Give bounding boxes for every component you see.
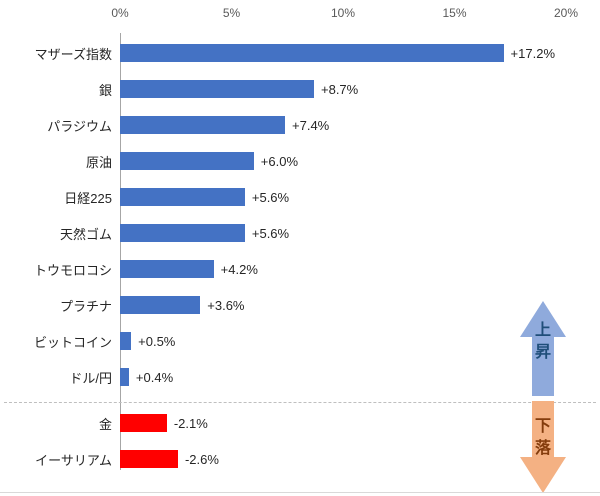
- category-label: ドル/円: [69, 370, 112, 386]
- axis-baseline: [120, 33, 121, 470]
- up-down-divider: [4, 395, 596, 403]
- bar-plot-area: +8.7%: [120, 71, 600, 107]
- bar-plot-area: +0.4%: [120, 359, 600, 395]
- up-annotation-label: 上 昇: [520, 317, 566, 367]
- bar-row: マザーズ指数 +17.2%: [0, 35, 600, 71]
- bar-row: イーサリアム -2.6%: [0, 441, 600, 477]
- bar-row: パラジウム +7.4%: [0, 107, 600, 143]
- bar-row: 銀 +8.7%: [0, 71, 600, 107]
- value-label: -2.6%: [184, 451, 219, 467]
- bar: [120, 44, 504, 62]
- value-label: +5.6%: [251, 225, 290, 241]
- bar-row: 金 -2.1%: [0, 405, 600, 441]
- x-axis-tick: 0%: [111, 6, 129, 20]
- bar-plot-area: +4.2%: [120, 251, 600, 287]
- x-axis-tick: 5%: [222, 6, 241, 20]
- category-label: イーサリアム: [35, 452, 112, 468]
- category-label: トウモロコシ: [33, 262, 112, 278]
- down-arrow-icon: [520, 401, 566, 493]
- bar-row: トウモロコシ +4.2%: [0, 251, 600, 287]
- bar-plot-area: +6.0%: [120, 143, 600, 179]
- category-label: 原油: [85, 154, 112, 170]
- value-label: +17.2%: [510, 45, 555, 61]
- value-label: +6.0%: [260, 153, 299, 169]
- bar: [120, 80, 314, 98]
- bar-plot-area: +7.4%: [120, 107, 600, 143]
- x-axis-tick: 10%: [330, 6, 356, 20]
- up-char-1: 上: [534, 322, 551, 339]
- category-label: ビットコイン: [33, 334, 112, 350]
- x-axis-tick: 20%: [553, 6, 579, 20]
- bar-row: 原油 +6.0%: [0, 143, 600, 179]
- bar: [120, 188, 245, 206]
- bar: [120, 368, 129, 386]
- category-label: 天然ゴム: [59, 226, 112, 242]
- value-label: +3.6%: [207, 297, 245, 313]
- value-label: +7.4%: [292, 117, 330, 133]
- bar: [120, 224, 245, 242]
- category-label: プラチナ: [59, 298, 112, 314]
- value-label: +0.4%: [135, 369, 174, 385]
- category-label: 金: [98, 416, 112, 432]
- bar-row: ドル/円 +0.4%: [0, 359, 600, 395]
- bar: [120, 152, 254, 170]
- up-arrow-icon: [520, 301, 566, 396]
- down-annotation-label: 下 落: [520, 413, 566, 463]
- bar-plot-area: +5.6%: [120, 215, 600, 251]
- down-char-1: 下: [534, 418, 551, 435]
- value-label: +4.2%: [220, 261, 258, 277]
- value-label: +5.6%: [251, 189, 290, 205]
- bar-plot-area: +3.6%: [120, 287, 600, 323]
- bar-row: 天然ゴム +5.6%: [0, 215, 600, 251]
- down-char-2: 落: [534, 440, 551, 457]
- bar-row: プラチナ +3.6%: [0, 287, 600, 323]
- bar-plot-area: +0.5%: [120, 323, 600, 359]
- category-label: マザーズ指数: [34, 46, 112, 62]
- x-axis-tick: 15%: [442, 6, 467, 20]
- value-label: -2.1%: [173, 415, 208, 431]
- x-axis: 0% 5% 10% 15% 20%: [111, 6, 578, 26]
- value-label: +0.5%: [138, 333, 176, 349]
- bar: [120, 296, 201, 314]
- bar: [120, 116, 286, 134]
- category-label: パラジウム: [47, 118, 112, 134]
- category-label: 銀: [98, 82, 112, 98]
- bottom-border: [0, 492, 600, 493]
- up-annotation: 上 昇: [520, 301, 566, 396]
- bar: [120, 414, 167, 432]
- bar-rows: マザーズ指数 +17.2% 銀 +8.7% パラジウム +7.4% 原油 +6.0% 日経225…: [0, 35, 600, 477]
- category-label: 日経225: [64, 190, 112, 206]
- bar-row: 日経225 +5.6%: [0, 179, 600, 215]
- bar-row: ビットコイン +0.5%: [0, 323, 600, 359]
- bar: [120, 260, 214, 278]
- bar-plot-area: +17.2%: [120, 35, 600, 71]
- bar: [120, 332, 132, 350]
- bar-plot-area: +5.6%: [120, 179, 600, 215]
- up-char-2: 昇: [534, 344, 551, 361]
- bar: [120, 450, 178, 468]
- value-label: +8.7%: [321, 81, 359, 97]
- bar-plot-area: -2.1%: [120, 405, 600, 441]
- bar-plot-area: -2.6%: [120, 441, 600, 477]
- down-annotation: 下 落: [520, 401, 566, 493]
